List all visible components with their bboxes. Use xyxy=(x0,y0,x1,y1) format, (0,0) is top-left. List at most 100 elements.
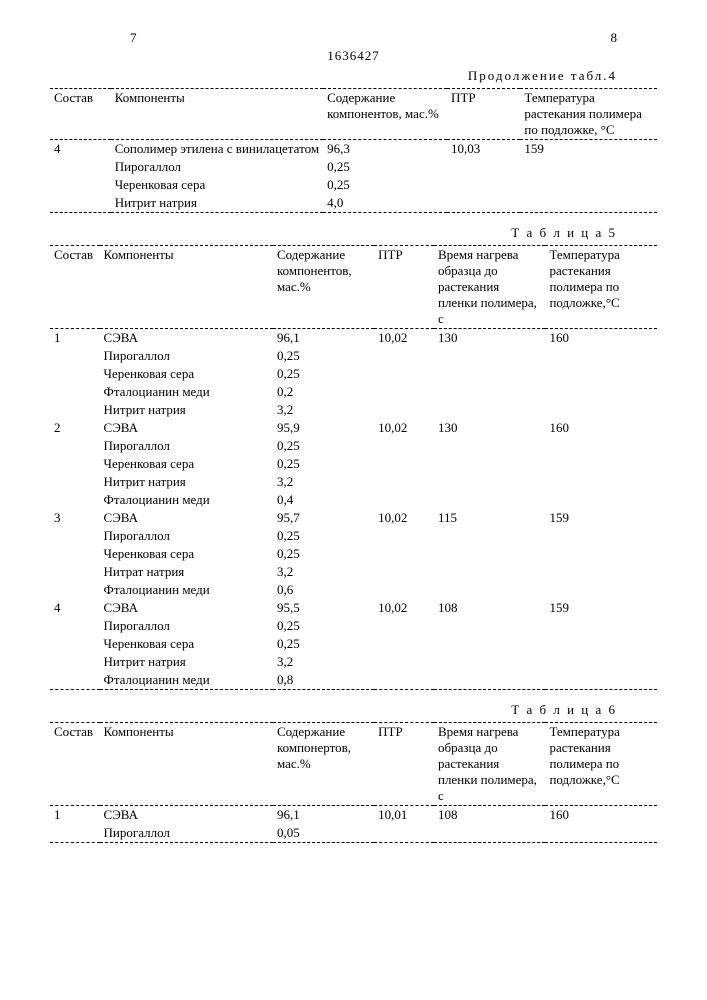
table-row: Черенковая сера0,25 xyxy=(50,176,657,194)
cell-sostav xyxy=(50,365,100,383)
cell-ptr xyxy=(374,563,434,581)
cell-component: Нитрит натрия xyxy=(100,653,273,671)
cell-component: Фталоцианин меди xyxy=(100,491,273,509)
cell-component: Фталоцианин меди xyxy=(100,671,273,690)
table5-caption: Т а б л и ц а 5 xyxy=(50,225,617,241)
table-row: Черенковая сера0,25 xyxy=(50,365,657,383)
cell-content: 0,25 xyxy=(273,617,374,635)
cell-sostav: 3 xyxy=(50,509,100,527)
cell-time xyxy=(434,824,545,843)
cell-time xyxy=(434,545,545,563)
cell-component: Нитрит натрия xyxy=(111,194,323,213)
cell-temp xyxy=(520,194,657,213)
table4: Состав Компоненты Содержание компонентов… xyxy=(50,88,657,213)
cell-content: 0,05 xyxy=(273,824,374,843)
cell-content: 95,7 xyxy=(273,509,374,527)
cell-sostav xyxy=(50,347,100,365)
cell-ptr: 10,02 xyxy=(374,509,434,527)
cell-time: 108 xyxy=(434,806,545,825)
cell-sostav xyxy=(50,194,111,213)
cell-time xyxy=(434,527,545,545)
cell-content: 0,2 xyxy=(273,383,374,401)
cell-ptr xyxy=(374,527,434,545)
cell-content: 96,1 xyxy=(273,806,374,825)
cell-ptr: 10,02 xyxy=(374,599,434,617)
cell-component: Пирогаллол xyxy=(100,437,273,455)
cell-sostav xyxy=(50,671,100,690)
cell-sostav xyxy=(50,473,100,491)
cell-component: СЭВА xyxy=(100,329,273,348)
cell-ptr xyxy=(447,158,520,176)
th-sostav: Состав xyxy=(50,246,100,329)
cell-content: 95,9 xyxy=(273,419,374,437)
cell-component: Пирогаллол xyxy=(100,347,273,365)
cell-sostav: 4 xyxy=(50,140,111,159)
cell-content: 0,25 xyxy=(273,347,374,365)
cell-content: 3,2 xyxy=(273,401,374,419)
table-row: Фталоцианин меди0,6 xyxy=(50,581,657,599)
cell-time: 115 xyxy=(434,509,545,527)
cell-temp xyxy=(545,437,657,455)
cell-component: Фталоцианин меди xyxy=(100,581,273,599)
cell-ptr xyxy=(374,347,434,365)
cell-ptr xyxy=(374,635,434,653)
cell-ptr xyxy=(374,491,434,509)
cell-time: 108 xyxy=(434,599,545,617)
cell-content: 3,2 xyxy=(273,473,374,491)
cell-component: Черенковая сера xyxy=(111,176,323,194)
th-time: Время нагрева образца до растекания плен… xyxy=(434,723,545,806)
cell-sostav xyxy=(50,545,100,563)
cell-content: 3,2 xyxy=(273,563,374,581)
cell-sostav xyxy=(50,563,100,581)
cell-time: 130 xyxy=(434,329,545,348)
cell-temp xyxy=(545,671,657,690)
cell-content: 0,4 xyxy=(273,491,374,509)
table-row: 4СЭВА95,510,02108159 xyxy=(50,599,657,617)
cell-temp xyxy=(545,635,657,653)
cell-temp xyxy=(545,491,657,509)
cell-content: 3,2 xyxy=(273,653,374,671)
cell-component: Сополимер этилена с винилацетатом xyxy=(111,140,323,159)
table-row: Пирогаллол0,25 xyxy=(50,158,657,176)
th-ptr: ПТР xyxy=(374,723,434,806)
table-row: 4Сополимер этилена с винилацетатом96,310… xyxy=(50,140,657,159)
cell-content: 4,0 xyxy=(323,194,447,213)
cell-temp xyxy=(545,473,657,491)
cell-sostav xyxy=(50,158,111,176)
table-row: Фталоцианин меди0,8 xyxy=(50,671,657,690)
cell-ptr: 10,02 xyxy=(374,329,434,348)
cell-ptr xyxy=(374,365,434,383)
cell-ptr xyxy=(374,401,434,419)
cell-content: 0,25 xyxy=(323,158,447,176)
cell-ptr: 10,01 xyxy=(374,806,434,825)
cell-time: 130 xyxy=(434,419,545,437)
table-row: Черенковая сера0,25 xyxy=(50,545,657,563)
cell-component: Пирогаллол xyxy=(100,527,273,545)
cell-ptr xyxy=(374,437,434,455)
cell-temp xyxy=(545,527,657,545)
table-row: Черенковая сера0,25 xyxy=(50,635,657,653)
cell-content: 0,25 xyxy=(273,455,374,473)
cell-component: Черенковая сера xyxy=(100,635,273,653)
cell-sostav: 2 xyxy=(50,419,100,437)
cell-content: 0,25 xyxy=(273,635,374,653)
th-components: Компоненты xyxy=(111,89,323,140)
th-components: Компоненты xyxy=(100,246,273,329)
cell-content: 0,25 xyxy=(273,527,374,545)
cell-ptr xyxy=(374,581,434,599)
cell-temp: 159 xyxy=(545,509,657,527)
cell-temp xyxy=(545,455,657,473)
cell-temp xyxy=(545,617,657,635)
cell-time xyxy=(434,401,545,419)
cell-ptr xyxy=(447,176,520,194)
table-row: Нитрит натрия3,2 xyxy=(50,653,657,671)
cell-ptr xyxy=(374,473,434,491)
table4-caption: Продолжение табл.4 xyxy=(50,68,617,84)
cell-content: 95,5 xyxy=(273,599,374,617)
table-row: Нитрит натрия4,0 xyxy=(50,194,657,213)
cell-sostav xyxy=(50,653,100,671)
cell-sostav xyxy=(50,635,100,653)
table-row: Фталоцианин меди0,4 xyxy=(50,491,657,509)
cell-ptr xyxy=(374,824,434,843)
cell-sostav xyxy=(50,437,100,455)
